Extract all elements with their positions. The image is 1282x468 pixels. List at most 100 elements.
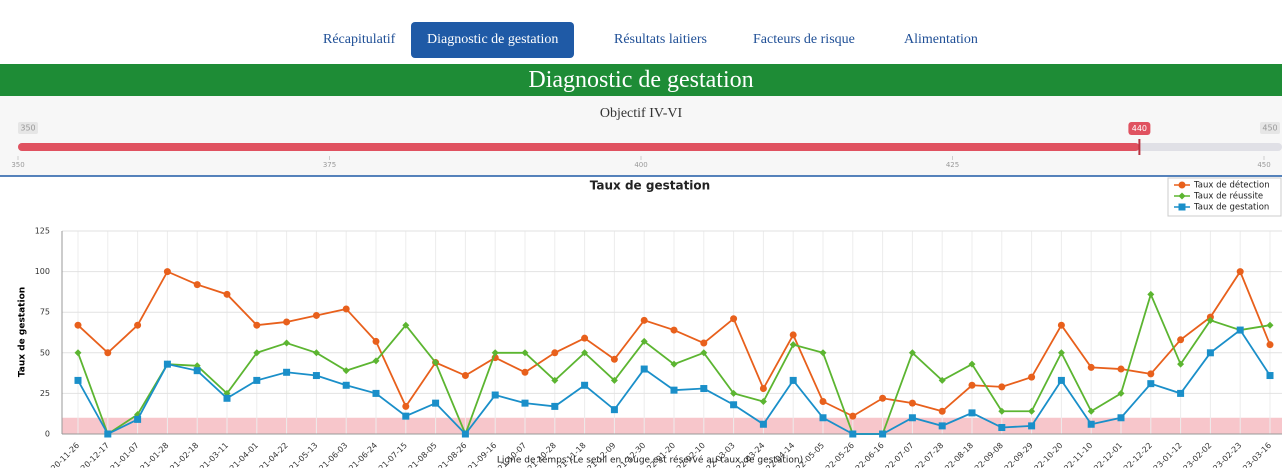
content: Objectif IV-VI 350 450 440 350 375 400 425 450 Ta… [0,96,1282,468]
y-tick-label: 0 [45,430,50,439]
point [134,321,142,329]
point [1177,336,1185,344]
point [551,376,559,384]
point [819,414,827,422]
point [104,349,112,357]
y-tick-label: 125 [35,227,50,236]
point [372,337,380,345]
y-tick-label: 50 [40,348,50,357]
point [312,349,320,357]
point [1028,407,1036,415]
point [74,376,82,384]
point [908,414,916,422]
point [819,398,827,406]
point [74,349,82,357]
point [223,394,231,402]
point [640,337,648,345]
x-axis-label: Ligne de temps (Le seuil en rouge est ré… [497,455,803,466]
point [521,399,529,407]
y-tick-label: 100 [35,267,50,276]
point [551,349,559,357]
legend-label: Taux de réussite [1193,191,1263,202]
point [1057,349,1065,357]
point [1057,376,1065,384]
point [938,422,946,430]
point [1266,321,1274,329]
point [461,372,469,380]
legend-label: Taux de gestation [1193,203,1269,213]
tab[interactable]: Alimentation [888,22,994,58]
point [759,385,767,393]
point [163,360,171,368]
point [908,399,916,407]
point [730,315,738,323]
point [1028,373,1036,381]
threshold-band [62,417,1282,434]
point [74,321,82,329]
point [968,409,976,417]
point [104,430,112,438]
point [134,415,142,423]
point [1206,316,1214,324]
point [1087,407,1095,415]
tab[interactable]: Résultats laitiers [598,22,723,58]
point [759,398,767,406]
tab[interactable]: Facteurs de risque [737,22,871,58]
point [908,349,916,357]
point [1177,389,1185,397]
point [1177,360,1185,368]
point [849,430,857,438]
point [1117,365,1125,373]
point [879,394,887,402]
point [342,381,350,389]
point [789,376,797,384]
slider-tick-label: 400 [634,161,647,169]
point [998,383,1006,391]
point [283,339,291,347]
slider-max-box [1260,122,1280,134]
point [1206,349,1214,357]
x-tick-label: 2020-11-26 [42,441,81,468]
point [372,357,380,365]
point [193,281,201,289]
point [1236,326,1244,334]
point [700,385,708,393]
point [283,368,291,376]
point [283,318,291,326]
point [1057,321,1065,329]
point [670,386,678,394]
point [402,402,410,410]
point [312,311,320,319]
tab[interactable]: Diagnostic de gestation [411,22,575,58]
point [938,376,946,384]
point [402,412,410,420]
point [610,355,618,363]
point [163,268,171,276]
slider-min-box [18,122,38,134]
point [700,339,708,347]
point [581,381,589,389]
point [521,368,529,376]
tab[interactable]: Récapitulatif [307,22,411,58]
point [253,321,261,329]
point [610,376,618,384]
point [879,430,887,438]
point [432,399,440,407]
point [372,389,380,397]
chart-title: Taux de gestation [590,179,710,193]
point [998,424,1006,432]
point [1087,420,1095,428]
y-tick-label: 25 [40,389,50,398]
point [1236,268,1244,276]
point [968,360,976,368]
point [1087,363,1095,371]
point [1266,341,1274,349]
point [521,349,529,357]
point [193,367,201,375]
point [670,326,678,334]
point [789,331,797,339]
point [432,359,440,367]
slider-tick-label: 450 [1257,161,1270,169]
point [1178,203,1186,211]
slider-label: Objectif IV-VI [600,106,683,121]
